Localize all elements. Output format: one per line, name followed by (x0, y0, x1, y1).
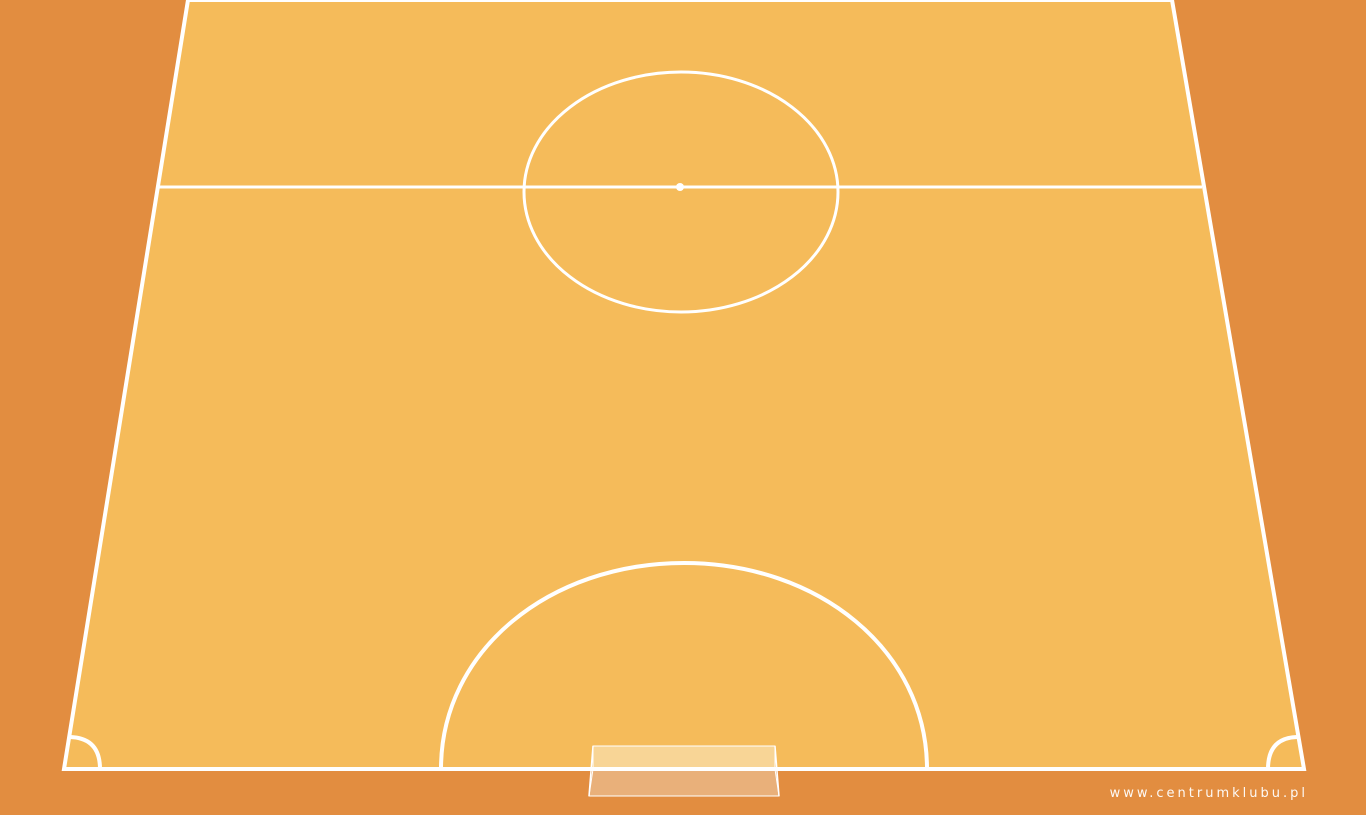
site-credit: www.centrumklubu.pl (1109, 786, 1308, 801)
goal-front (588, 768, 780, 797)
court-surface (61, 0, 1307, 771)
goal-back (592, 745, 776, 770)
penalty-area-arc (439, 560, 929, 770)
center-circle (522, 70, 840, 314)
corner-arc-left (69, 735, 102, 770)
corner-arc-right (1266, 735, 1298, 770)
center-spot (676, 183, 684, 191)
